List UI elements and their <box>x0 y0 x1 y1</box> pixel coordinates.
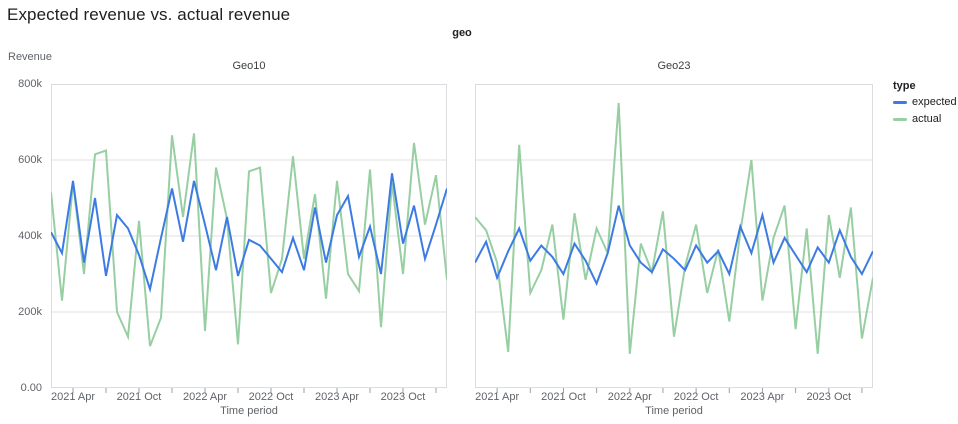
legend-item-label: actual <box>912 113 942 125</box>
x-tick-label: 2021 Oct <box>116 391 162 403</box>
facet-title-geo23: Geo23 <box>657 60 691 72</box>
legend-swatch-icon <box>893 101 907 104</box>
x-tick-label: 2023 Oct <box>380 391 426 403</box>
page-title: Expected revenue vs. actual revenue <box>7 5 291 24</box>
legend-swatch-icon <box>893 118 907 121</box>
legend-title: type <box>893 80 916 92</box>
x-tick-label: 2022 Apr <box>607 391 652 403</box>
x-tick-label: 2021 Oct <box>541 391 586 403</box>
expected-line <box>475 205 873 287</box>
y-tick-label: 800k <box>18 78 42 90</box>
x-axis-title-geo23: Time period <box>645 405 703 417</box>
panel-border <box>51 84 447 388</box>
legend-item-label: expected <box>912 96 957 108</box>
actual-line <box>475 102 873 354</box>
chart-panel-geo10 <box>51 84 447 393</box>
y-tick-label: 400k <box>18 230 42 242</box>
x-tick-label: 2021 Apr <box>475 391 520 403</box>
expected-line <box>51 173 447 294</box>
chart-panel-geo23 <box>475 84 873 393</box>
y-axis-title: Revenue <box>8 51 53 63</box>
x-tick-label: 2022 Oct <box>673 391 719 403</box>
x-tick-label: 2023 Apr <box>314 391 360 403</box>
y-tick-label: 200k <box>18 306 42 318</box>
legend: type expected actual <box>893 80 957 130</box>
facet-title-geo10: Geo10 <box>232 60 266 72</box>
facet-field-label: geo <box>452 27 472 39</box>
legend-item-actual[interactable]: actual <box>893 113 957 126</box>
y-tick-label: 0.00 <box>20 382 42 394</box>
x-tick-label: 2022 Oct <box>248 391 294 403</box>
x-tick-label: 2021 Apr <box>50 391 96 403</box>
x-tick-label: 2022 Apr <box>182 391 228 403</box>
legend-item-expected[interactable]: expected <box>893 96 957 109</box>
x-tick-label: 2023 Apr <box>740 391 785 403</box>
actual-line <box>51 133 447 347</box>
x-axis-title-geo10: Time period <box>220 405 278 417</box>
y-tick-label: 600k <box>18 154 42 166</box>
x-tick-label: 2023 Oct <box>806 391 852 403</box>
panel-border <box>475 84 873 388</box>
